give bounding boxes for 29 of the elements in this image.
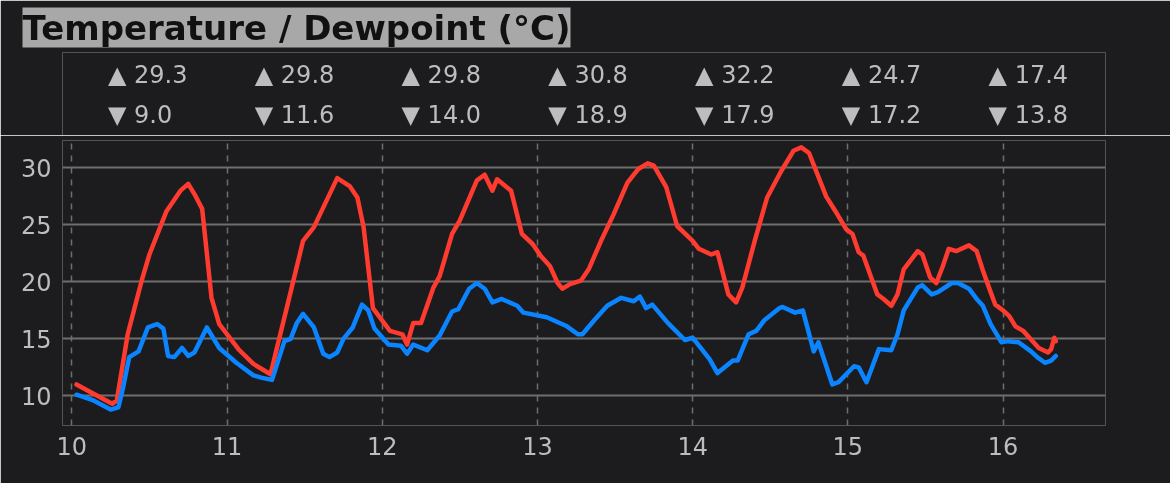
text: ▲ 29.8 xyxy=(401,61,482,90)
x-tick-label: 10 xyxy=(56,432,88,461)
x-tick-label: 16 xyxy=(987,432,1019,461)
text: ▲ 17.4 xyxy=(988,61,1069,90)
text: ▼ 13.8 xyxy=(988,100,1069,129)
y-tick-label: 25 xyxy=(20,211,52,240)
text: ▼ 17.9 xyxy=(695,100,775,129)
text: ▼ 14.0 xyxy=(401,100,482,129)
y-tick-label: 10 xyxy=(20,382,52,411)
text: ▼ 17.2 xyxy=(841,100,922,129)
y-tick-label: 30 xyxy=(20,154,52,183)
y-tick-label: 15 xyxy=(20,325,52,354)
text: ▲ 32.2 xyxy=(695,61,775,90)
text: ▼ 18.9 xyxy=(548,100,628,129)
text: ▲ 29.3 xyxy=(108,61,188,90)
x-tick-label: 12 xyxy=(366,432,398,461)
line-series xyxy=(74,280,1059,412)
text: ▲ 24.7 xyxy=(841,61,922,90)
x-tick-label: 11 xyxy=(211,432,243,461)
text: ▲ 30.8 xyxy=(548,61,628,90)
text: ▲ 29.8 xyxy=(254,61,335,90)
text: ▼ 11.6 xyxy=(254,100,335,129)
x-tick-label: 13 xyxy=(522,432,553,461)
chart-title: Temperature / Dewpoint (°C) xyxy=(22,7,571,48)
x-tick-label: 15 xyxy=(832,432,864,461)
x-tick-label: 14 xyxy=(677,432,708,461)
line-series xyxy=(74,145,1059,407)
text: ▼ 9.0 xyxy=(108,100,173,129)
y-tick-label: 20 xyxy=(20,268,52,297)
